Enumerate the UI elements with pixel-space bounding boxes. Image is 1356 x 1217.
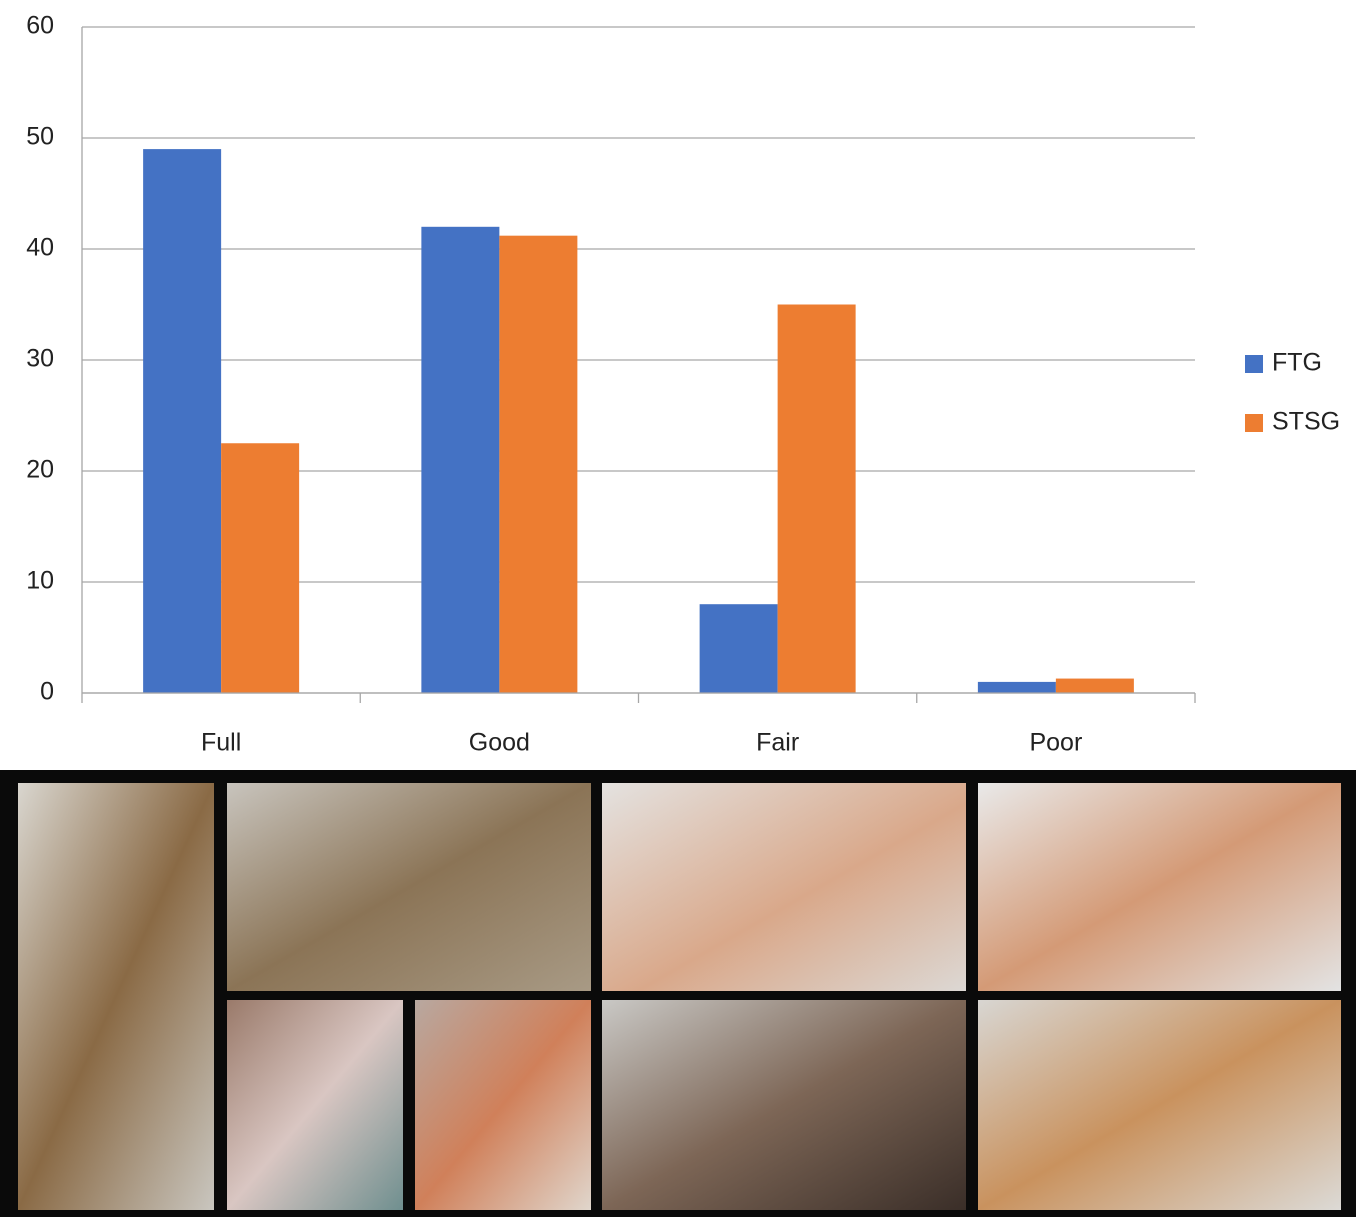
- photo: [602, 1000, 966, 1210]
- y-tick-label: 40: [26, 234, 54, 262]
- bar: [143, 149, 222, 694]
- bar: [421, 226, 500, 694]
- bar: [221, 443, 300, 693]
- chart: 0 10 20 30 40 50 60 Full Good Fair Poor FTG STSG: [26, 12, 1340, 757]
- photo: [978, 783, 1341, 991]
- legend-label: STSG: [1272, 408, 1340, 436]
- photo: [602, 783, 966, 991]
- legend-swatch: [1245, 355, 1263, 373]
- y-tick-label: 0: [40, 678, 54, 706]
- photo: [227, 1000, 403, 1210]
- y-tick-label: 20: [26, 456, 54, 484]
- photo: [18, 783, 214, 1210]
- y-tick-label: 60: [26, 12, 54, 40]
- x-tick-label: Full: [201, 729, 241, 757]
- photo: [227, 783, 591, 991]
- x-tick-label: Poor: [1029, 729, 1082, 757]
- y-tick-label: 30: [26, 345, 54, 373]
- y-tick-label: 50: [26, 123, 54, 151]
- legend-label: FTG: [1272, 349, 1322, 377]
- x-tick-label: Good: [469, 729, 530, 757]
- bar: [1055, 678, 1134, 693]
- bar: [699, 604, 778, 693]
- bar: [977, 681, 1056, 693]
- photo-collage: [0, 770, 1356, 1217]
- photo: [978, 1000, 1341, 1210]
- y-tick-label: 10: [26, 567, 54, 595]
- bar: [777, 304, 856, 693]
- x-tick-label: Fair: [756, 729, 799, 757]
- bar: [499, 235, 578, 693]
- photo: [415, 1000, 591, 1210]
- legend-swatch: [1245, 414, 1263, 432]
